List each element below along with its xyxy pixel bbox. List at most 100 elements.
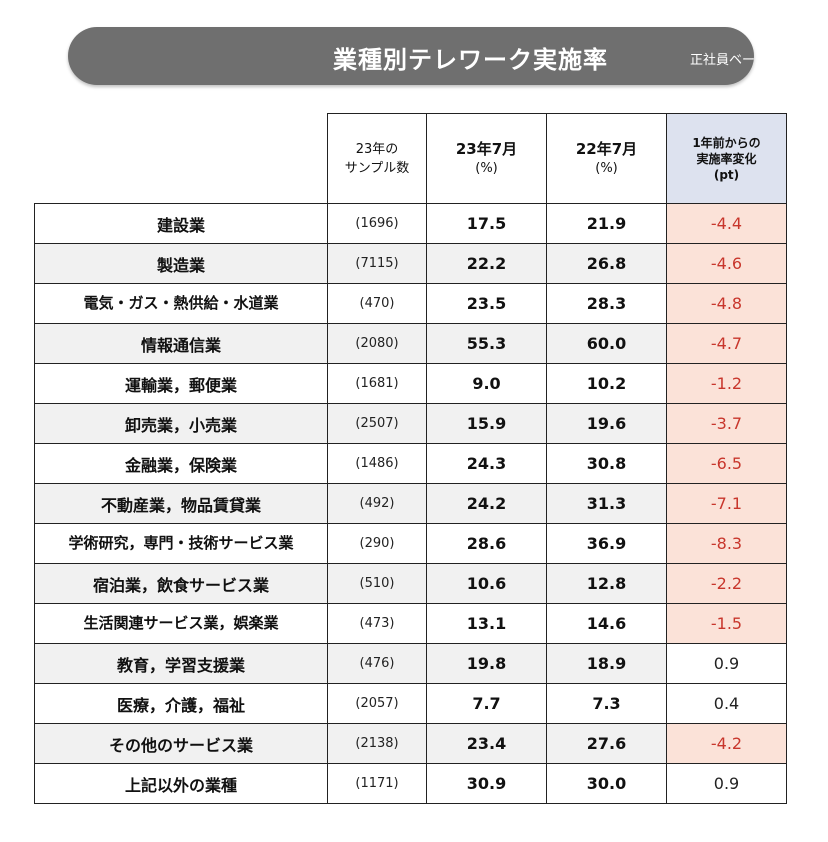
- header-row: 23年の サンプル数 23年7月 (%) 22年7月 (%) 1年前からの 実施…: [34, 113, 787, 204]
- jul22-cell: 21.9: [546, 203, 667, 244]
- header-change-line-1: 1年前からの: [692, 135, 761, 150]
- jul23-cell: 24.2: [426, 483, 547, 524]
- change-cell: -4.2: [666, 723, 787, 764]
- jul22-cell: 18.9: [546, 643, 667, 684]
- category-cell: その他のサービス業: [34, 723, 328, 764]
- sample-cell: (510): [327, 563, 427, 604]
- table-row: 学術研究，専門・技術サービス業 (290) 28.6 36.9 -8.3: [34, 523, 787, 564]
- jul23-cell: 10.6: [426, 563, 547, 604]
- category-cell: 不動産業，物品賃貸業: [34, 483, 328, 524]
- table-row: 教育，学習支援業 (476) 19.8 18.9 0.9: [34, 643, 787, 684]
- category-cell: 生活関連サービス業，娯楽業: [34, 603, 328, 644]
- jul22-cell: 30.8: [546, 443, 667, 484]
- category-cell: 製造業: [34, 243, 328, 284]
- change-cell: -7.1: [666, 483, 787, 524]
- sample-cell: (7115): [327, 243, 427, 284]
- jul22-cell: 36.9: [546, 523, 667, 564]
- chart-title: 業種別テレワーク実施率: [333, 46, 608, 74]
- jul23-cell: 30.9: [426, 763, 547, 804]
- category-cell: 金融業，保険業: [34, 443, 328, 484]
- table-row: 製造業 (7115) 22.2 26.8 -4.6: [34, 243, 787, 284]
- jul22-cell: 10.2: [546, 363, 667, 404]
- jul23-cell: 28.6: [426, 523, 547, 564]
- jul22-cell: 31.3: [546, 483, 667, 524]
- jul23-cell: 19.8: [426, 643, 547, 684]
- table-row: 生活関連サービス業，娯楽業 (473) 13.1 14.6 -1.5: [34, 603, 787, 644]
- table-row: 電気・ガス・熱供給・水道業 (470) 23.5 28.3 -4.8: [34, 283, 787, 324]
- sample-cell: (2507): [327, 403, 427, 444]
- change-cell: 0.9: [666, 763, 787, 804]
- header-change: 1年前からの 実施率変化 (pt): [666, 113, 787, 204]
- header-change-line-3: (pt): [713, 167, 740, 182]
- jul23-cell: 23.4: [426, 723, 547, 764]
- category-cell: 医療，介護，福祉: [34, 683, 328, 724]
- jul23-cell: 23.5: [426, 283, 547, 324]
- table-row: 金融業，保険業 (1486) 24.3 30.8 -6.5: [34, 443, 787, 484]
- jul23-cell: 22.2: [426, 243, 547, 284]
- jul22-cell: 14.6: [546, 603, 667, 644]
- chart-subtitle: 正社員ベース: [690, 53, 768, 68]
- header-jul23-line-2: (%): [475, 160, 498, 176]
- sample-cell: (470): [327, 283, 427, 324]
- change-cell: -4.7: [666, 323, 787, 364]
- jul23-cell: 9.0: [426, 363, 547, 404]
- header-sample-line-1: 23年の: [355, 141, 399, 157]
- change-cell: 0.4: [666, 683, 787, 724]
- jul23-cell: 17.5: [426, 203, 547, 244]
- sample-cell: (2080): [327, 323, 427, 364]
- sample-cell: (1486): [327, 443, 427, 484]
- sample-cell: (473): [327, 603, 427, 644]
- jul22-cell: 26.8: [546, 243, 667, 284]
- header-sample-line-2: サンプル数: [344, 160, 410, 176]
- jul23-cell: 15.9: [426, 403, 547, 444]
- category-cell: 卸売業，小売業: [34, 403, 328, 444]
- title-banner: 業種別テレワーク実施率 正社員ベース: [68, 27, 767, 85]
- header-jul22-line-1: 22年7月: [575, 139, 638, 158]
- sample-cell: (492): [327, 483, 427, 524]
- header-change-line-2: 実施率変化: [696, 151, 757, 166]
- header-jul23-line-1: 23年7月: [455, 139, 518, 158]
- category-cell: 電気・ガス・熱供給・水道業: [34, 283, 328, 324]
- category-cell: 情報通信業: [34, 323, 328, 364]
- category-cell: 上記以外の業種: [34, 763, 328, 804]
- change-cell: -4.4: [666, 203, 787, 244]
- change-cell: -2.2: [666, 563, 787, 604]
- jul23-cell: 55.3: [426, 323, 547, 364]
- table-row: 宿泊業，飲食サービス業 (510) 10.6 12.8 -2.2: [34, 563, 787, 604]
- header-jul23: 23年7月 (%): [426, 113, 547, 204]
- sample-cell: (1681): [327, 363, 427, 404]
- table-row: 情報通信業 (2080) 55.3 60.0 -4.7: [34, 323, 787, 364]
- header-blank: [34, 113, 328, 204]
- jul22-cell: 30.0: [546, 763, 667, 804]
- table-row: 建設業 (1696) 17.5 21.9 -4.4: [34, 203, 787, 244]
- sample-cell: (290): [327, 523, 427, 564]
- sample-cell: (1171): [327, 763, 427, 804]
- jul22-cell: 12.8: [546, 563, 667, 604]
- header-jul22: 22年7月 (%): [546, 113, 667, 204]
- jul22-cell: 27.6: [546, 723, 667, 764]
- change-cell: -1.2: [666, 363, 787, 404]
- category-cell: 運輸業，郵便業: [34, 363, 328, 404]
- jul23-cell: 24.3: [426, 443, 547, 484]
- jul22-cell: 28.3: [546, 283, 667, 324]
- jul22-cell: 7.3: [546, 683, 667, 724]
- sample-cell: (2057): [327, 683, 427, 724]
- telework-table: 23年の サンプル数 23年7月 (%) 22年7月 (%) 1年前からの 実施…: [34, 113, 787, 804]
- table-row: 運輸業，郵便業 (1681) 9.0 10.2 -1.2: [34, 363, 787, 404]
- category-cell: 宿泊業，飲食サービス業: [34, 563, 328, 604]
- change-cell: -4.8: [666, 283, 787, 324]
- table-row: 不動産業，物品賃貸業 (492) 24.2 31.3 -7.1: [34, 483, 787, 524]
- table-row: 卸売業，小売業 (2507) 15.9 19.6 -3.7: [34, 403, 787, 444]
- header-jul22-line-2: (%): [595, 160, 618, 176]
- change-cell: -4.6: [666, 243, 787, 284]
- sample-cell: (1696): [327, 203, 427, 244]
- change-cell: -1.5: [666, 603, 787, 644]
- sample-cell: (476): [327, 643, 427, 684]
- change-cell: -3.7: [666, 403, 787, 444]
- table-row: その他のサービス業 (2138) 23.4 27.6 -4.2: [34, 723, 787, 764]
- change-cell: -8.3: [666, 523, 787, 564]
- jul22-cell: 19.6: [546, 403, 667, 444]
- category-cell: 教育，学習支援業: [34, 643, 328, 684]
- table-row: 上記以外の業種 (1171) 30.9 30.0 0.9: [34, 763, 787, 804]
- jul23-cell: 7.7: [426, 683, 547, 724]
